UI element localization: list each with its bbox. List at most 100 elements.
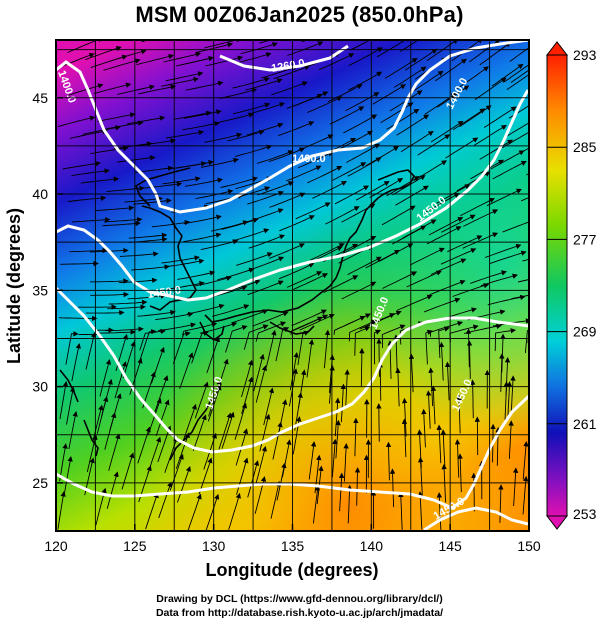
streamline [143,181,183,189]
streamline [185,80,224,91]
streamline [373,329,381,365]
streamline [256,150,294,164]
streamline [122,341,136,379]
streamline [234,52,272,64]
x-axis: 120 125 130 135 140 145 150 [44,524,541,554]
streamline [176,465,191,503]
colorbar-tick-label: 261 [573,416,597,432]
streamline [295,202,331,220]
streamline [319,53,355,71]
streamline [298,134,334,151]
streamline [212,304,250,317]
streamline [166,280,205,290]
streamline [255,321,287,342]
streamline [308,441,317,480]
streamline [62,161,101,170]
streamline [486,188,522,207]
streamline [460,198,495,217]
streamline [228,492,241,531]
streamline [124,196,163,203]
streamline [269,243,305,259]
streamline [492,160,527,180]
streamline [466,340,473,379]
streamline [484,243,522,259]
streamline [306,339,315,378]
streamline [425,192,460,213]
streamline [183,232,222,243]
streamline [436,424,442,464]
streamline [227,129,265,142]
streamline [348,71,383,91]
colorbar-max-arrow [545,41,569,56]
streamline [255,445,267,484]
streamline [462,232,499,249]
streamline [377,362,383,401]
streamline [137,309,176,317]
temperature-field: 1260.0 1400.0 1400.0 1400.0 1450.0 1450.… [56,40,529,531]
streamline [162,176,201,185]
streamline [247,460,260,498]
streamline [269,192,306,208]
x-tick-label: 145 [438,538,462,554]
streamline [161,255,200,264]
streamline [246,122,284,136]
streamline [163,51,202,63]
streamline [512,467,519,507]
colorbar-min-arrow [545,515,569,530]
streamline [133,198,172,205]
streamline [510,69,529,83]
streamline [176,55,215,67]
streamline [346,143,381,163]
streamline [346,484,353,524]
streamline [96,396,109,434]
x-tick-label: 140 [360,538,384,554]
colorbar-tick-label: 277 [573,231,597,247]
streamline [179,352,194,389]
streamline [220,176,258,188]
streamline [231,309,269,324]
streamline [108,299,148,306]
streamline [376,403,382,442]
colorbar-bar [546,54,568,517]
streamline [341,281,377,300]
streamline [221,217,259,230]
streamline [71,217,111,223]
y-tick-label: 40 [32,186,48,202]
streamline [438,341,445,381]
streamline [353,417,359,457]
streamline [63,456,73,495]
streamline [67,195,107,202]
streamline [506,381,513,420]
streamline [499,353,505,392]
streamline [381,324,406,349]
streamline [195,42,234,54]
streamline [97,329,136,335]
streamline [278,263,315,280]
streamline [347,157,382,177]
streamline [389,468,396,508]
streamline [85,331,97,370]
streamline [85,310,125,316]
streamline [57,115,96,128]
streamline [429,279,466,296]
streamline [490,150,525,170]
streamline [479,139,514,160]
streamline [505,122,529,138]
streamline [487,294,526,306]
streamline [347,256,382,275]
streamline [138,84,177,95]
streamline [165,129,205,139]
streamline [138,329,157,363]
streamline [66,386,76,425]
streamline [291,309,327,327]
streamline [272,421,283,460]
x-tick-label: 135 [281,538,305,554]
streamline [173,110,212,120]
streamline [58,52,95,69]
streamline [155,399,170,437]
streamline [131,264,170,271]
streamline [329,106,365,125]
streamline [103,58,141,71]
streamline [404,48,438,71]
streamline [93,82,132,95]
